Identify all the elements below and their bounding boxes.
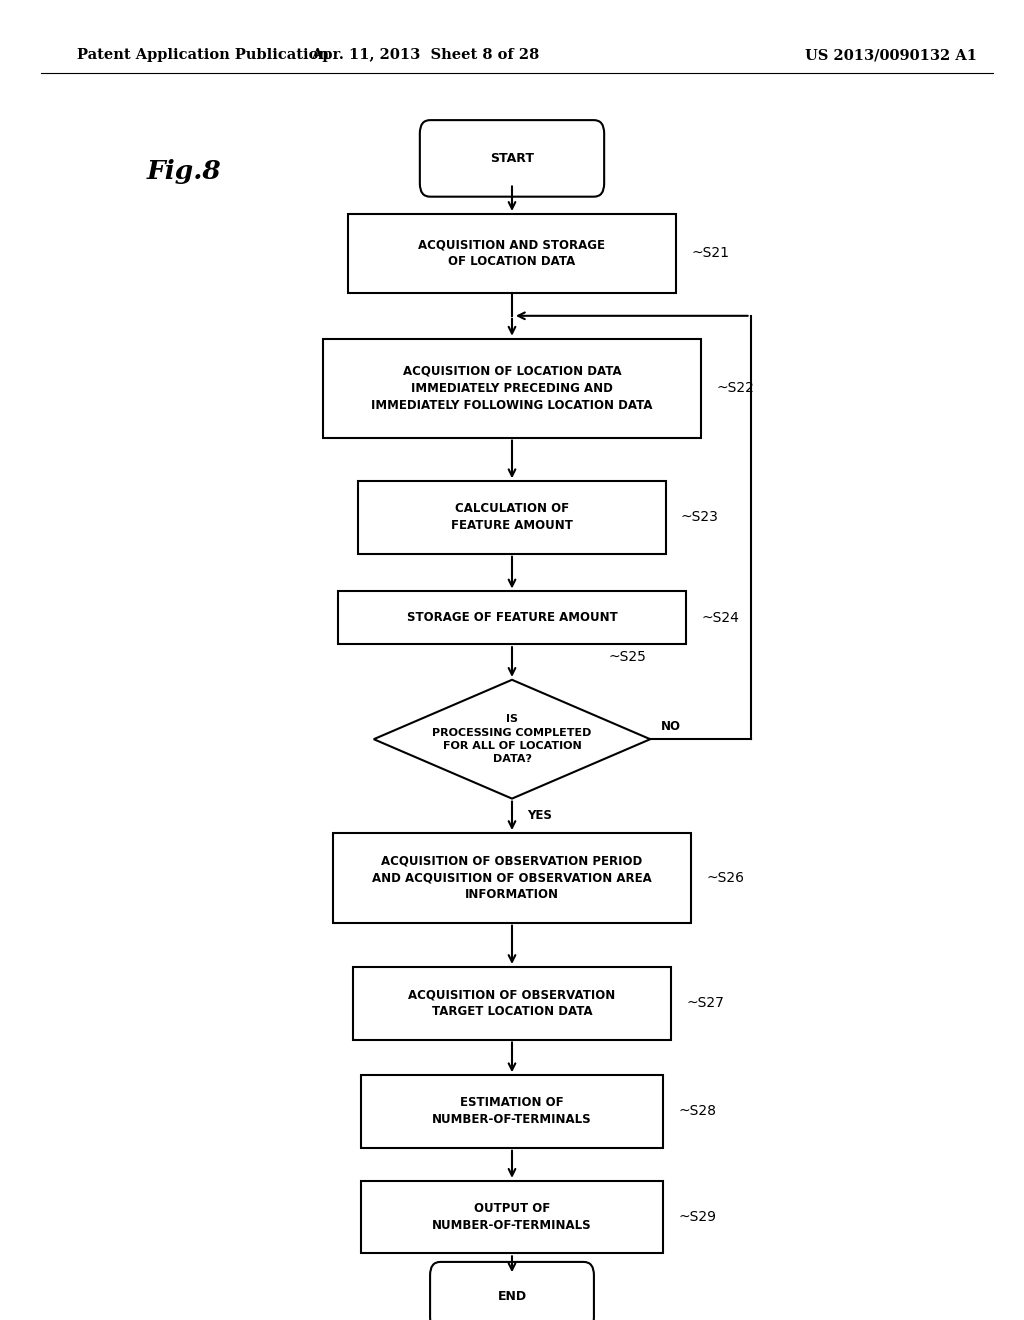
Text: OUTPUT OF
NUMBER-OF-TERMINALS: OUTPUT OF NUMBER-OF-TERMINALS — [432, 1203, 592, 1232]
Bar — [358, 480, 666, 554]
Bar — [361, 1180, 664, 1254]
Text: ACQUISITION AND STORAGE
OF LOCATION DATA: ACQUISITION AND STORAGE OF LOCATION DATA — [419, 239, 605, 268]
Text: START: START — [490, 152, 534, 165]
FancyBboxPatch shape — [420, 120, 604, 197]
Text: ~S21: ~S21 — [691, 247, 729, 260]
Text: IS
PROCESSING COMPLETED
FOR ALL OF LOCATION
DATA?: IS PROCESSING COMPLETED FOR ALL OF LOCAT… — [432, 714, 592, 764]
Bar — [348, 214, 676, 293]
Text: ACQUISITION OF OBSERVATION
TARGET LOCATION DATA: ACQUISITION OF OBSERVATION TARGET LOCATI… — [409, 989, 615, 1018]
Text: ~S24: ~S24 — [701, 611, 739, 624]
Bar — [333, 833, 691, 923]
Text: ACQUISITION OF LOCATION DATA
IMMEDIATELY PRECEDING AND
IMMEDIATELY FOLLOWING LOC: ACQUISITION OF LOCATION DATA IMMEDIATELY… — [372, 364, 652, 412]
Text: Patent Application Publication: Patent Application Publication — [77, 49, 329, 62]
FancyBboxPatch shape — [430, 1262, 594, 1320]
Text: ESTIMATION OF
NUMBER-OF-TERMINALS: ESTIMATION OF NUMBER-OF-TERMINALS — [432, 1097, 592, 1126]
Text: ~S26: ~S26 — [707, 871, 744, 884]
Text: Apr. 11, 2013  Sheet 8 of 28: Apr. 11, 2013 Sheet 8 of 28 — [311, 49, 539, 62]
Text: ~S25: ~S25 — [608, 649, 646, 664]
Bar — [361, 1074, 664, 1147]
Bar — [338, 591, 686, 644]
Text: ~S28: ~S28 — [678, 1105, 717, 1118]
Text: US 2013/0090132 A1: US 2013/0090132 A1 — [805, 49, 977, 62]
Bar — [323, 339, 701, 438]
Text: ~S22: ~S22 — [717, 381, 755, 395]
Text: Fig.8: Fig.8 — [147, 160, 221, 183]
Text: ACQUISITION OF OBSERVATION PERIOD
AND ACQUISITION OF OBSERVATION AREA
INFORMATIO: ACQUISITION OF OBSERVATION PERIOD AND AC… — [372, 854, 652, 902]
Text: ~S27: ~S27 — [686, 997, 724, 1010]
Text: ~S23: ~S23 — [681, 511, 719, 524]
Text: NO: NO — [660, 719, 681, 733]
Text: ~S29: ~S29 — [678, 1210, 717, 1224]
Text: STORAGE OF FEATURE AMOUNT: STORAGE OF FEATURE AMOUNT — [407, 611, 617, 624]
Text: END: END — [498, 1290, 526, 1303]
Bar — [353, 966, 671, 1040]
Text: YES: YES — [527, 809, 552, 822]
Polygon shape — [374, 680, 650, 799]
Text: CALCULATION OF
FEATURE AMOUNT: CALCULATION OF FEATURE AMOUNT — [451, 503, 573, 532]
